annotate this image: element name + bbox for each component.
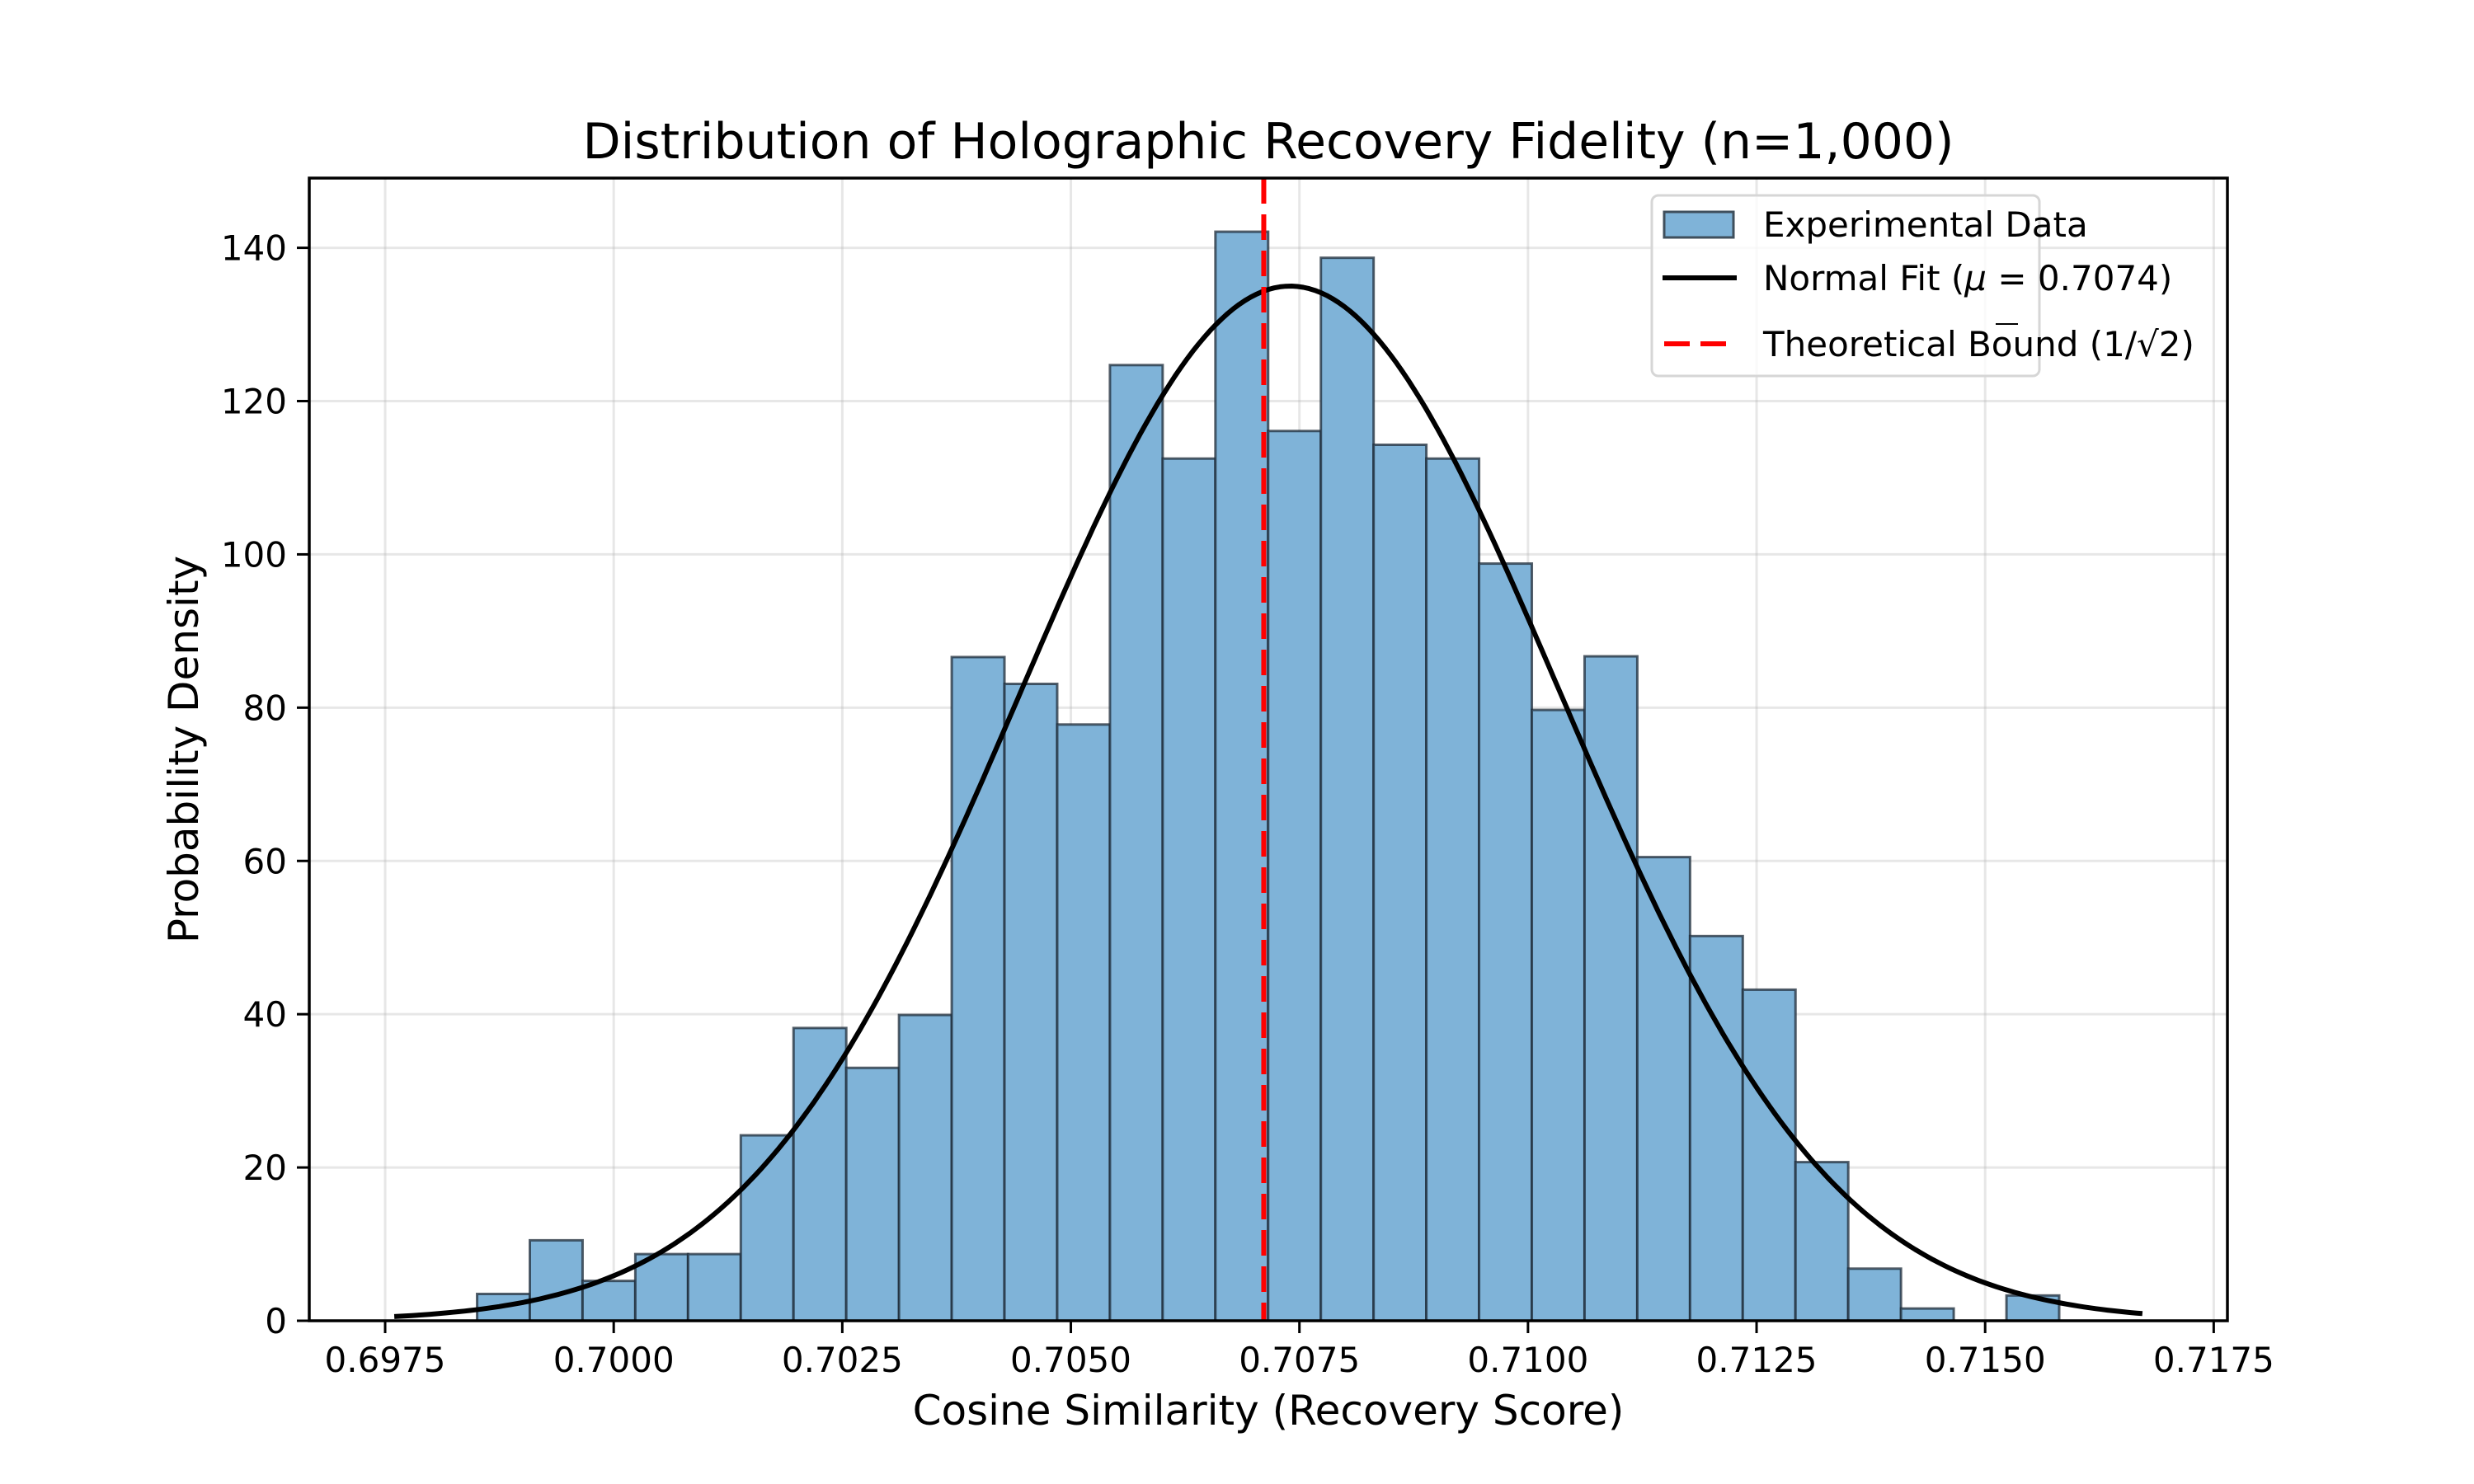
x-tick-label: 0.7175 <box>2153 1340 2274 1380</box>
x-axis-ticks: 0.6975 0.7000 0.7025 0.7050 0.7075 0.7100 0.71… <box>325 1321 2274 1380</box>
histogram-bar <box>1372 443 1428 1322</box>
y-tick-label: 80 <box>243 688 287 728</box>
normal-fit-curve <box>393 284 2143 1319</box>
x-tick-label: 0.7000 <box>553 1340 675 1380</box>
histogram-bars <box>476 230 2061 1322</box>
y-tick-label: 140 <box>221 228 287 269</box>
x-axis-label: Cosine Similarity (Recovery Score) <box>913 1387 1625 1435</box>
x-tick-label: 0.7125 <box>1696 1340 1818 1380</box>
histogram-bar <box>1319 256 1376 1322</box>
x-tick-label: 0.7025 <box>782 1340 903 1380</box>
histogram-bar <box>1478 562 1534 1322</box>
histogram-bar <box>1794 1161 1850 1322</box>
x-tick-label: 0.6975 <box>325 1340 446 1380</box>
histogram-bar <box>1056 723 1112 1322</box>
histogram-bar <box>897 1013 953 1322</box>
histogram-bar <box>1267 430 1323 1322</box>
sqrt-symbol: √ <box>2137 324 2159 364</box>
histogram-bar <box>1531 708 1586 1322</box>
histogram-bar <box>792 1026 848 1322</box>
histogram-bar <box>950 655 1006 1322</box>
histogram-bar <box>1741 988 1797 1322</box>
axes <box>308 176 2229 1322</box>
legend-label-normal-fit: Normal Fit (μ = 0.7074) <box>1763 258 2172 298</box>
histogram-bar <box>529 1238 584 1322</box>
y-tick-label: 60 <box>243 841 287 881</box>
plot-frame <box>308 176 2229 1322</box>
y-tick-label: 120 <box>221 382 287 422</box>
histogram-bar <box>1846 1267 1903 1322</box>
y-tick-label: 0 <box>265 1301 287 1341</box>
histogram-bar <box>1899 1307 1955 1322</box>
y-axis-label: Probability Density <box>160 556 208 943</box>
legend-bound-prefix: Theoretical Bound (1/ <box>1762 324 2138 364</box>
histogram-bar <box>844 1066 901 1322</box>
legend-normal-fit-value: = 0.7074) <box>1987 258 2172 298</box>
y-tick-label: 100 <box>221 534 287 575</box>
legend-patch-experimental <box>1663 210 1735 239</box>
histogram-bar <box>1425 457 1481 1322</box>
y-tick-label: 40 <box>243 994 287 1035</box>
histogram-bar <box>686 1252 742 1322</box>
histogram-bar <box>1161 457 1217 1322</box>
legend-box <box>1650 194 2041 378</box>
legend-label-experimental: Experimental Data <box>1763 204 2088 245</box>
histogram-bar <box>1583 655 1639 1322</box>
legend-bound-suffix: ) <box>2181 324 2194 364</box>
legend-normal-fit-prefix: Normal Fit ( <box>1763 258 1964 298</box>
y-axis-ticks: 0 20 40 60 80 100 120 140 <box>221 228 309 1341</box>
histogram-bar <box>581 1280 637 1322</box>
x-tick-label: 0.7150 <box>1925 1340 2046 1380</box>
histogram-bar <box>1108 364 1164 1322</box>
histogram-bar <box>1003 683 1059 1322</box>
x-tick-label: 0.7075 <box>1239 1340 1360 1380</box>
chart-title: Distribution of Holographic Recovery Fid… <box>582 113 1954 171</box>
histogram-bar <box>1214 230 1270 1322</box>
y-tick-label: 20 <box>243 1148 287 1188</box>
x-tick-label: 0.7100 <box>1467 1340 1588 1380</box>
legend-bound-sqrt-arg: 2 <box>2159 324 2181 364</box>
legend-label-theoretical-bound: Theoretical Bound (1/√2) <box>1762 324 2194 364</box>
legend-mu-symbol: μ <box>1964 258 1987 298</box>
legend: Experimental Data Normal Fit (μ = 0.7074… <box>1650 194 2194 378</box>
x-tick-label: 0.7050 <box>1010 1340 1131 1380</box>
normal-fit <box>393 284 2143 1319</box>
